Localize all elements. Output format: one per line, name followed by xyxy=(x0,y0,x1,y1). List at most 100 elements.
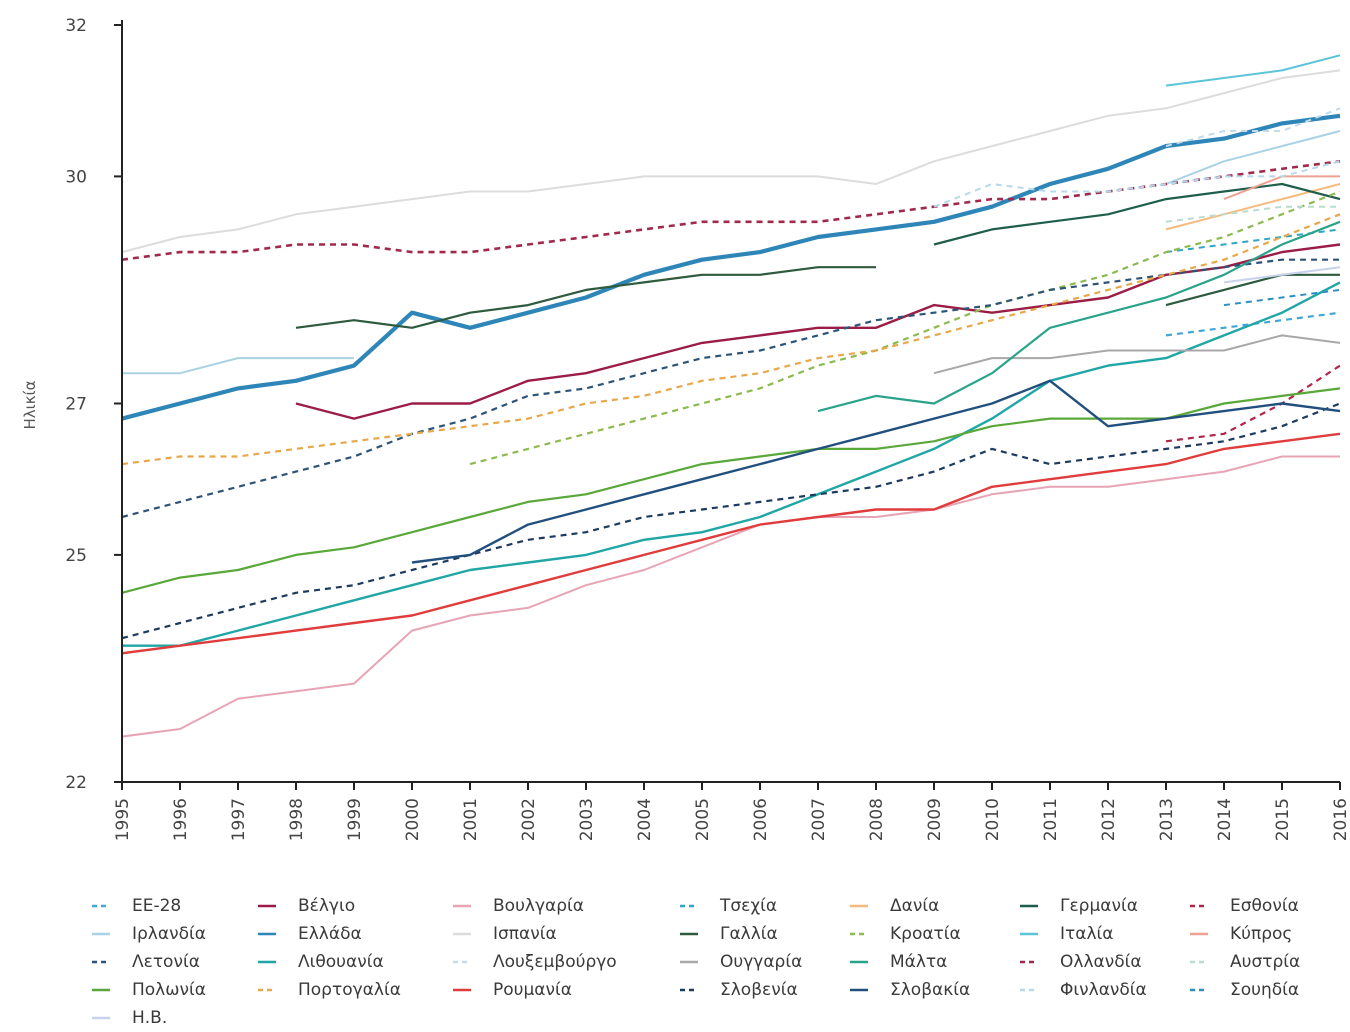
series-line xyxy=(411,379,1341,564)
legend-label: Βέλγιο xyxy=(298,896,355,916)
series-line xyxy=(121,432,1341,655)
legend-entry: Ελλάδα xyxy=(258,924,362,944)
axes: 22 25 27 30 32 1995 1996 1997 1998 1999 2000 2001 20… xyxy=(65,16,1350,841)
series-line xyxy=(1223,288,1341,307)
legend-entry: Γερμανία xyxy=(1020,896,1138,916)
series-line xyxy=(121,402,1341,640)
legend-entry: Βουλγαρία xyxy=(453,896,584,916)
series-layer xyxy=(121,54,1341,738)
legend-entry: Λετονία xyxy=(92,952,200,972)
legend-label: Ουγγαρία xyxy=(720,952,802,972)
legend-entry: Ουγγαρία xyxy=(680,952,802,972)
series-line xyxy=(933,334,1341,375)
series-line xyxy=(121,69,1341,254)
legend-entry: ΕΕ-28 xyxy=(92,896,181,916)
legend-label: Ιταλία xyxy=(1060,924,1113,944)
legend-label: Πορτογαλία xyxy=(298,980,401,1000)
y-tick-label: 27 xyxy=(65,395,87,415)
legend-label: Μάλτα xyxy=(890,952,947,972)
legend-entry: Βέλγιο xyxy=(258,896,355,916)
x-tick-label: 1999 xyxy=(345,798,365,841)
legend-entry: Σλοβενία xyxy=(680,980,798,1000)
series-line xyxy=(121,455,1340,738)
legend-entry: Σουηδία xyxy=(1190,980,1299,1000)
legend-entry: Κύπρος xyxy=(1190,924,1292,944)
series-line xyxy=(122,281,1341,647)
series-line xyxy=(122,130,1341,375)
series-line xyxy=(121,113,1341,421)
legend-entry: Τσεχία xyxy=(680,896,777,916)
x-tick-label: 2010 xyxy=(983,798,1003,841)
legend-entry: Αυστρία xyxy=(1190,952,1300,972)
x-tick-label: 2015 xyxy=(1273,798,1293,841)
legend-label: Η.Β. xyxy=(132,1008,167,1028)
y-tick-label: 30 xyxy=(65,167,87,187)
series-line xyxy=(121,258,1340,519)
series-line xyxy=(1165,205,1340,223)
legend-label: Γαλλία xyxy=(720,924,778,944)
legend-label: Αυστρία xyxy=(1230,952,1300,972)
series-line xyxy=(817,220,1341,413)
x-tick-label: 2013 xyxy=(1157,798,1177,841)
y-tick-label: 22 xyxy=(65,773,87,793)
series-line xyxy=(1223,266,1341,284)
legend-entry: Γαλλία xyxy=(680,924,778,944)
series-line xyxy=(933,182,1341,246)
series-line xyxy=(1165,311,1341,337)
legend-entry: Δανία xyxy=(850,896,939,916)
legend-label: Εσθονία xyxy=(1230,896,1299,916)
legend-label: Βουλγαρία xyxy=(493,896,584,916)
legend-entry: Κροατία xyxy=(850,924,961,944)
legend-label: ΕΕ-28 xyxy=(132,896,181,916)
legend-label: Ελλάδα xyxy=(298,924,362,944)
x-tick-label: 2006 xyxy=(751,798,771,841)
series-line xyxy=(295,266,1340,329)
legend-label: Δανία xyxy=(890,896,939,916)
legend-label: Φινλανδία xyxy=(1060,980,1147,1000)
legend-entry: Ρουμανία xyxy=(453,980,572,1000)
legend-label: Σλοβενία xyxy=(720,980,798,1000)
legend: ΕΕ-28 Βέλγιο Βουλγαρία Τσεχία Δανία Γερμανία Ε… xyxy=(92,896,1300,1028)
legend-entry: Η.Β. xyxy=(92,1008,167,1028)
x-tick-label: 2011 xyxy=(1041,798,1061,841)
legend-entry: Πολωνία xyxy=(92,980,206,1000)
legend-label: Λουξεμβούργο xyxy=(493,952,617,972)
legend-entry: Ιταλία xyxy=(1020,924,1113,944)
legend-label: Τσεχία xyxy=(719,896,777,916)
legend-entry: Ισπανία xyxy=(453,924,557,944)
x-tick-label: 2003 xyxy=(577,798,597,841)
legend-label: Γερμανία xyxy=(1060,896,1138,916)
series-line xyxy=(121,213,1341,466)
series-line xyxy=(1165,54,1341,87)
x-tick-label: 2002 xyxy=(519,798,539,841)
x-tick-label: 2016 xyxy=(1331,798,1350,841)
legend-entry: Φινλανδία xyxy=(1020,980,1147,1000)
x-tick-label: 1998 xyxy=(287,798,307,841)
legend-label: Σουηδία xyxy=(1230,980,1299,1000)
legend-label: Λετονία xyxy=(132,952,200,972)
x-tick-label: 2012 xyxy=(1099,798,1119,841)
legend-label: Πολωνία xyxy=(132,980,206,1000)
series-line xyxy=(1165,107,1341,148)
legend-label: Κύπρος xyxy=(1230,924,1292,944)
x-tick-label: 1995 xyxy=(113,798,133,841)
legend-label: Ολλανδία xyxy=(1060,952,1142,972)
legend-entry: Εσθονία xyxy=(1190,896,1299,916)
x-tick-label: 2014 xyxy=(1215,798,1235,841)
series-line xyxy=(1165,364,1341,443)
legend-label: Ισπανία xyxy=(493,924,557,944)
legend-entry: Λιθουανία xyxy=(258,952,384,972)
legend-entry: Ολλανδία xyxy=(1020,952,1142,972)
series-line xyxy=(933,160,1341,208)
series-line xyxy=(121,387,1341,594)
legend-label: Κροατία xyxy=(890,924,961,944)
legend-entry: Ιρλανδία xyxy=(92,924,206,944)
y-axis-title: Ηλικία xyxy=(21,380,39,429)
y-tick-label: 32 xyxy=(65,16,87,36)
x-tick-label: 2004 xyxy=(635,798,655,841)
legend-label: Λιθουανία xyxy=(298,952,384,972)
x-tick-label: 2008 xyxy=(867,798,887,841)
legend-entry: Λουξεμβούργο xyxy=(453,952,617,972)
x-tick-label: 2005 xyxy=(693,798,713,841)
